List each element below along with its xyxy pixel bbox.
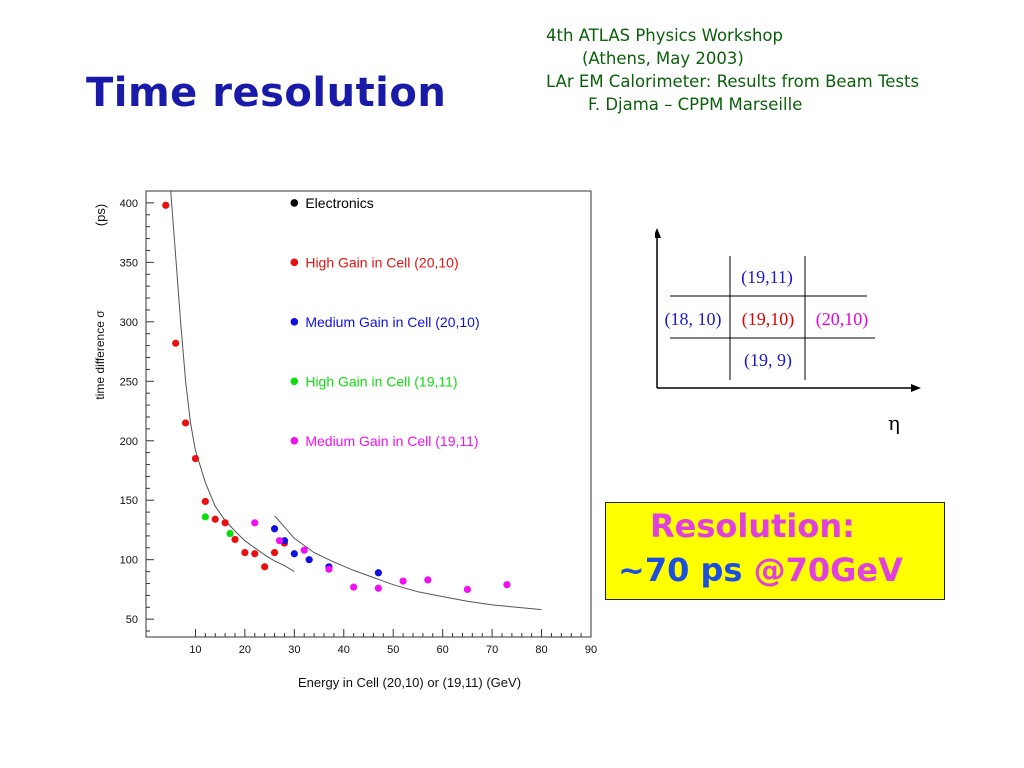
data-point xyxy=(191,455,200,463)
data-point xyxy=(463,585,471,594)
data-point xyxy=(181,419,190,427)
data-point xyxy=(325,565,333,573)
y-tick-label-400: 400 xyxy=(120,198,138,210)
phi-arrowhead xyxy=(655,228,661,238)
x-tick-label-10: 10 xyxy=(189,644,201,656)
cell-left-label: (18, 10) xyxy=(665,309,722,330)
data-point xyxy=(270,548,279,557)
cell-diagram: φ η (19,11) (18, 10) (19,10) (20,10) (19… xyxy=(655,228,921,435)
data-point xyxy=(275,537,284,545)
data-point xyxy=(201,497,209,506)
header-line-3: LAr EM Calorimeter: Results from Beam Te… xyxy=(546,72,920,91)
data-point xyxy=(162,201,170,209)
legend-marker-0 xyxy=(290,199,299,207)
data-point xyxy=(350,583,358,591)
y-tick-label-100: 100 xyxy=(120,555,138,567)
fit-19-11 xyxy=(274,515,542,611)
workshop-header: 4th ATLAS Physics Workshop (Athens, May … xyxy=(546,24,919,116)
fit-20-10 xyxy=(170,190,295,573)
legend-marker-4 xyxy=(290,436,299,445)
x-tick-label-90: 90 xyxy=(585,644,597,656)
y-axis-unit: (ps) xyxy=(93,204,108,226)
slide-title: Time resolution xyxy=(86,70,447,116)
x-axis-label: Energy in Cell (20,10) or (19,11) (GeV) xyxy=(298,675,521,690)
data-point xyxy=(270,525,279,533)
data-point xyxy=(201,513,209,521)
y-tick-label-350: 350 xyxy=(120,257,138,269)
data-point xyxy=(503,581,511,589)
data-point xyxy=(172,339,180,347)
result-resolution-value: ~70 ps xyxy=(618,551,754,589)
y-tick-label-200: 200 xyxy=(120,436,138,448)
plot-legend: Electronics High Gain in Cell (20,10) Medi… xyxy=(290,195,480,449)
x-tick-label-30: 30 xyxy=(288,644,300,656)
legend-label-3: High Gain in Cell (19,11) xyxy=(305,373,457,389)
data-point xyxy=(231,535,239,544)
x-tick-label-60: 60 xyxy=(437,644,449,656)
eta-label: η xyxy=(888,411,900,435)
header-line-2: (Athens, May 2003) xyxy=(582,49,744,68)
data-point xyxy=(211,515,219,523)
resolution-result-box: Resolution: ~70 ps @70GeV xyxy=(605,502,945,600)
cell-top-label: (19,11) xyxy=(741,267,793,288)
time-resolution-plot: 10 20 30 40 50 60 70 80 90 50 100 150 200 250 300 350 40… xyxy=(93,190,597,690)
legend-label-2: Medium Gain in Cell (20,10) xyxy=(305,314,479,330)
data-point xyxy=(241,548,249,557)
x-tick-label-70: 70 xyxy=(486,644,498,656)
legend-marker-3 xyxy=(290,377,299,386)
data-point xyxy=(424,576,432,584)
data-point xyxy=(300,546,308,554)
y-tick-label-50: 50 xyxy=(126,614,138,626)
data-point xyxy=(226,529,234,538)
header-line-1: 4th ATLAS Physics Workshop xyxy=(546,26,784,45)
y-tick-label-250: 250 xyxy=(120,376,138,388)
x-tick-label-20: 20 xyxy=(239,644,251,656)
plot-frame xyxy=(145,190,592,638)
legend-label-0: Electronics xyxy=(305,195,373,211)
legend-marker-2 xyxy=(290,318,299,326)
legend-marker-1 xyxy=(290,258,299,267)
data-point xyxy=(374,569,382,577)
y-tick-label-150: 150 xyxy=(120,495,138,507)
fit-curves xyxy=(170,190,542,611)
data-point xyxy=(399,577,407,585)
data-point xyxy=(305,556,313,564)
y-tick-label-300: 300 xyxy=(120,317,138,329)
x-tick-label-50: 50 xyxy=(387,644,399,656)
y-axis-label: time difference σ xyxy=(93,310,107,400)
data-point xyxy=(290,550,298,558)
cell-center-label: (19,10) xyxy=(742,309,795,330)
result-value: ~70 ps @70GeV xyxy=(618,551,903,589)
plot-axes: 10 20 30 40 50 60 70 80 90 50 100 150 200 250 300 350 40… xyxy=(120,190,597,656)
data-point xyxy=(251,550,259,558)
legend-label-1: High Gain in Cell (20,10) xyxy=(305,254,458,270)
data-point xyxy=(374,584,382,592)
cell-bottom-label: (19, 9) xyxy=(744,350,792,371)
data-point xyxy=(280,537,289,545)
legend-label-4: Medium Gain in Cell (19,11) xyxy=(305,433,478,449)
result-energy: @70GeV xyxy=(753,551,903,589)
header-line-4: F. Djama – CPPM Marseille xyxy=(588,95,803,114)
data-point xyxy=(261,563,269,571)
result-heading: Resolution: xyxy=(650,507,855,545)
data-points xyxy=(162,201,511,594)
eta-arrowhead xyxy=(911,384,921,392)
x-tick-label-80: 80 xyxy=(535,644,547,656)
data-point xyxy=(221,519,229,527)
data-point xyxy=(251,519,259,527)
cell-right-label: (20,10) xyxy=(816,309,869,330)
x-tick-label-40: 40 xyxy=(338,644,350,656)
